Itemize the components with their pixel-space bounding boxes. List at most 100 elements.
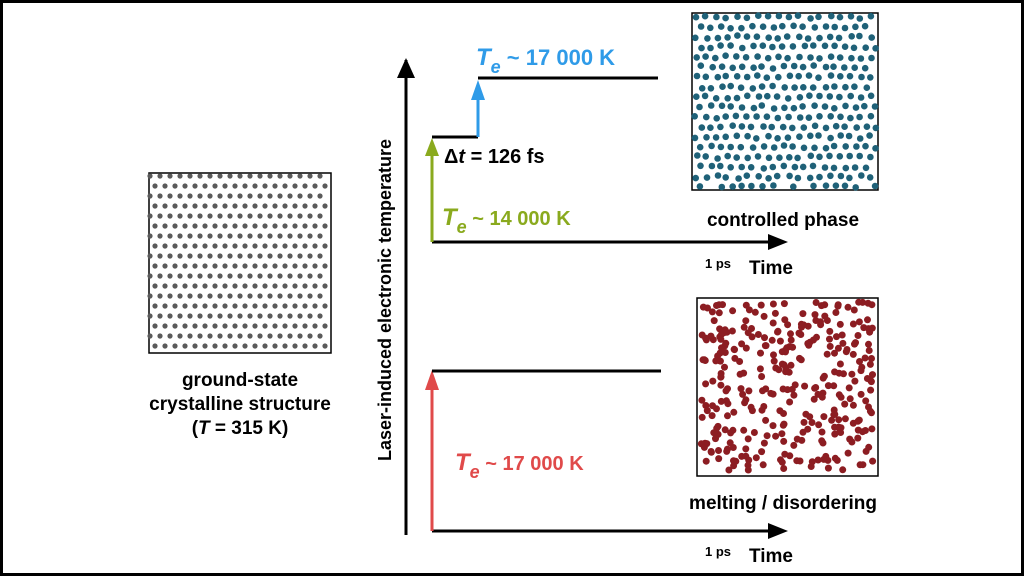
atom	[242, 203, 248, 209]
atom	[257, 253, 263, 259]
atom	[832, 309, 840, 316]
atom	[862, 164, 870, 172]
atom	[262, 223, 268, 229]
atom	[713, 115, 720, 122]
atom	[763, 113, 771, 120]
atom	[287, 193, 293, 199]
atom	[297, 213, 303, 219]
atom	[853, 143, 860, 150]
atom	[197, 253, 203, 259]
atom	[302, 203, 308, 209]
atom	[865, 443, 873, 451]
atom	[823, 350, 831, 358]
atom	[758, 373, 766, 380]
atom	[810, 62, 817, 69]
atom	[192, 223, 198, 229]
atom	[776, 337, 784, 345]
atom	[227, 173, 233, 179]
atom	[842, 143, 849, 150]
atom	[738, 340, 746, 348]
atom	[162, 323, 168, 329]
atom	[822, 23, 830, 30]
atom	[846, 395, 854, 403]
atom	[816, 55, 823, 62]
atom	[780, 162, 788, 170]
atom	[773, 93, 781, 100]
atom	[167, 253, 173, 259]
atom	[729, 122, 736, 129]
atom	[698, 85, 706, 92]
atom	[292, 343, 298, 349]
atom	[202, 323, 208, 329]
atom	[202, 223, 208, 229]
atom	[167, 193, 173, 199]
atom	[227, 313, 233, 319]
atom	[770, 357, 778, 365]
atom	[167, 333, 173, 339]
atom	[152, 263, 158, 269]
atom	[827, 172, 834, 180]
atom	[744, 154, 751, 162]
atom	[217, 233, 223, 239]
atom	[739, 44, 746, 52]
atom	[859, 461, 867, 469]
atom	[755, 173, 762, 180]
te-bottom-label: Te ~ 17 000 K	[455, 449, 584, 482]
atom	[753, 135, 760, 142]
atom	[809, 162, 817, 170]
atom	[302, 243, 308, 249]
atom	[172, 283, 178, 289]
atom	[247, 333, 253, 339]
atom	[821, 164, 829, 171]
atom	[846, 152, 853, 160]
atom	[312, 243, 318, 249]
atom	[267, 293, 273, 299]
atom	[871, 103, 879, 110]
atom	[172, 223, 178, 229]
atom	[866, 360, 874, 368]
atom	[212, 283, 218, 289]
atom	[312, 343, 318, 349]
atom	[207, 213, 213, 219]
atom	[742, 445, 750, 453]
atom	[192, 303, 198, 309]
atom	[237, 233, 243, 239]
atom	[759, 183, 766, 190]
atom	[287, 293, 293, 299]
atom	[157, 233, 163, 239]
atom	[152, 283, 158, 289]
atom	[830, 164, 838, 172]
atom	[862, 44, 869, 51]
atom	[197, 273, 203, 279]
atom	[247, 293, 253, 299]
atom	[812, 299, 820, 306]
atom	[307, 273, 313, 279]
atom	[172, 323, 178, 329]
atom	[722, 113, 729, 120]
atom	[152, 343, 158, 349]
atom	[811, 311, 819, 319]
atom	[322, 223, 328, 229]
atom	[747, 164, 755, 171]
atom	[698, 413, 706, 421]
atom	[841, 123, 848, 130]
atom	[865, 340, 872, 348]
te-low-sub: e	[457, 217, 467, 237]
atom	[693, 54, 700, 61]
atom	[824, 464, 832, 472]
atom	[847, 114, 854, 122]
atom	[262, 263, 268, 269]
atom	[827, 113, 834, 120]
figure-svg: ground-state crystalline structure (T = …	[147, 12, 880, 567]
atom	[854, 332, 862, 339]
atom	[182, 283, 188, 289]
atom	[207, 313, 213, 319]
atom	[147, 193, 153, 199]
atom	[702, 73, 710, 81]
atom	[796, 114, 804, 121]
atom	[804, 340, 812, 347]
atom	[808, 419, 816, 426]
atom	[758, 448, 766, 456]
atom	[816, 173, 823, 181]
atom	[217, 273, 223, 279]
